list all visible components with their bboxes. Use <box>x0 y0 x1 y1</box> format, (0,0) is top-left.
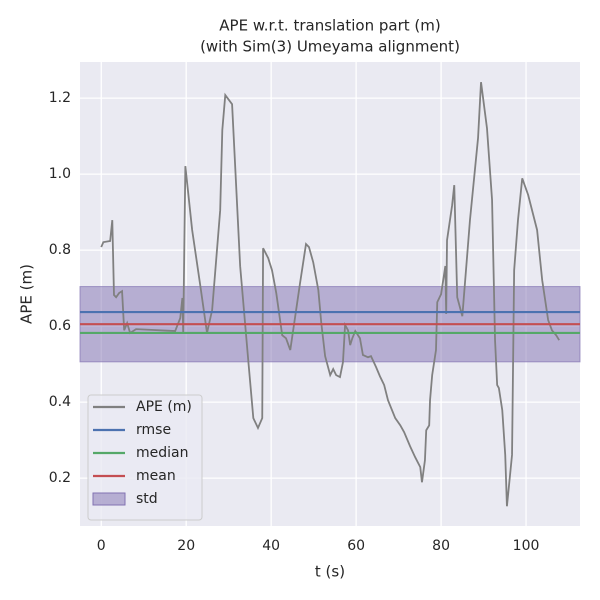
legend-label: std <box>136 491 158 507</box>
x-tick-label: 20 <box>177 538 195 554</box>
chart-title: APE w.r.t. translation part (m) <box>219 17 440 35</box>
y-tick-label: 0.2 <box>49 470 71 486</box>
x-tick-label: 100 <box>513 538 540 554</box>
y-tick-label: 0.4 <box>49 394 71 410</box>
y-axis-label: APE (m) <box>18 264 36 324</box>
x-tick-label: 60 <box>347 538 365 554</box>
chart-subtitle: (with Sim(3) Umeyama alignment) <box>200 38 460 56</box>
legend-box <box>87 394 203 521</box>
legend-label: rmse <box>136 422 171 438</box>
ape-line <box>100 82 560 507</box>
x-axis-label: t (s) <box>315 563 345 581</box>
y-tick-label: 0.6 <box>49 318 71 334</box>
legend-label: mean <box>136 468 176 484</box>
y-tick-label: 1.2 <box>49 90 71 106</box>
x-tick-label: 40 <box>262 538 280 554</box>
y-tick-label: 0.8 <box>49 242 71 258</box>
x-tick-label: 80 <box>432 538 450 554</box>
marks <box>79 82 581 507</box>
legend-label: APE (m) <box>136 399 192 415</box>
x-tick-label: 0 <box>97 538 106 554</box>
legend-swatch <box>92 492 126 506</box>
legend-label: median <box>136 445 188 461</box>
y-tick-label: 1.0 <box>49 166 71 182</box>
legend: APE (m) rmse median mean std <box>87 394 203 521</box>
